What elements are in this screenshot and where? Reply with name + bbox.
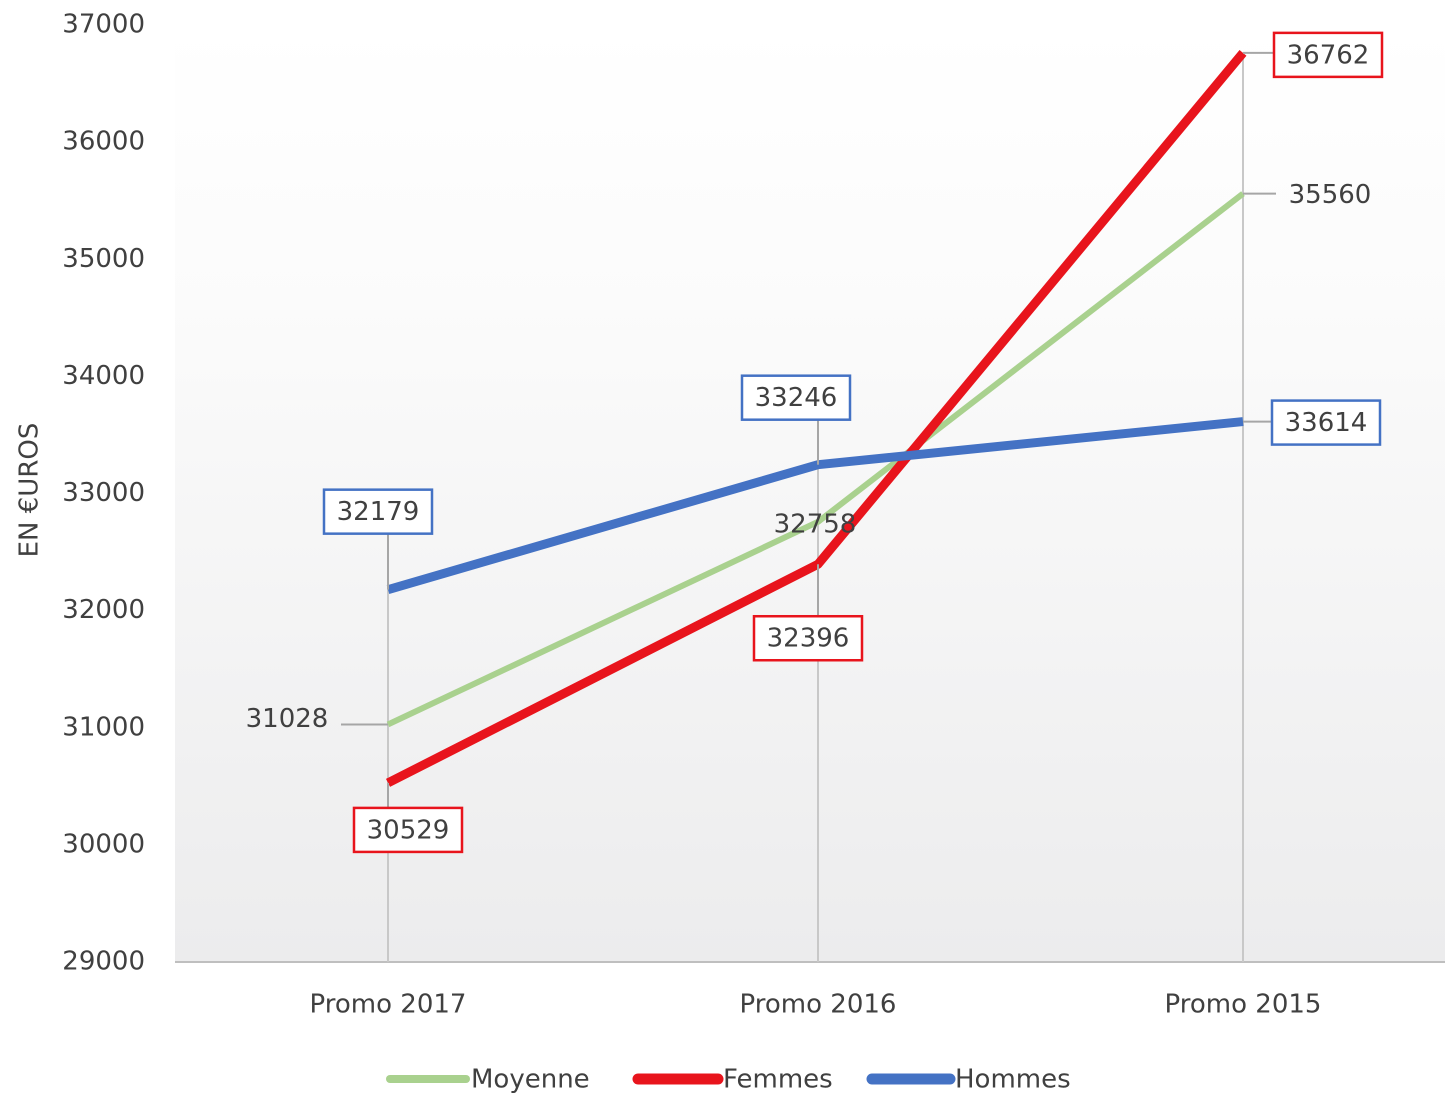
- data-label: 32179: [337, 497, 420, 527]
- y-tick-label: 32000: [62, 595, 145, 625]
- data-label: 32758: [774, 509, 857, 539]
- x-tick-label: Promo 2015: [1165, 990, 1322, 1020]
- y-tick-label: 29000: [62, 947, 145, 977]
- series-line: [386, 191, 1245, 728]
- legend-label: Moyenne: [471, 1065, 590, 1095]
- y-tick-label: 30000: [62, 829, 145, 859]
- y-tick-label: 33000: [62, 478, 145, 508]
- y-tick-label: 31000: [62, 712, 145, 742]
- y-tick-label: 35000: [62, 244, 145, 274]
- y-tick-label: 37000: [62, 10, 145, 40]
- y-tick-label: 36000: [62, 127, 145, 157]
- data-label: 32396: [767, 624, 850, 654]
- data-label: 35560: [1289, 180, 1372, 210]
- x-tick-label: Promo 2016: [740, 990, 897, 1020]
- data-label: 33246: [755, 383, 838, 413]
- x-tick-label: Promo 2017: [310, 990, 467, 1020]
- label-box: [1272, 31, 1384, 79]
- data-label: 31028: [246, 704, 329, 734]
- data-label: 33614: [1285, 408, 1368, 438]
- data-label: 30529: [367, 815, 450, 845]
- label-box: [352, 806, 464, 854]
- y-tick-label: 34000: [62, 361, 145, 391]
- legend-label: Femmes: [723, 1065, 833, 1095]
- label-box: [322, 488, 434, 535]
- legend-label: Hommes: [955, 1065, 1071, 1095]
- data-label: 36762: [1287, 40, 1370, 70]
- label-box: [1270, 399, 1382, 446]
- label-box: [752, 614, 864, 662]
- label-box: [740, 374, 852, 421]
- y-axis-label: EN €UROS: [15, 423, 45, 558]
